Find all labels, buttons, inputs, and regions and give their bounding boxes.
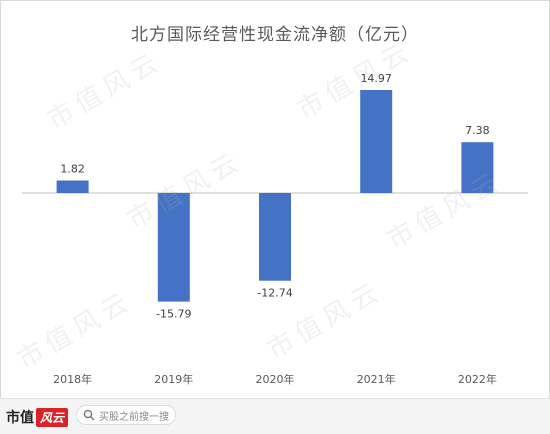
- category-label-2022年: 2022年: [458, 372, 497, 386]
- value-label-2020年: -12.74: [257, 287, 292, 300]
- category-label-2019年: 2019年: [154, 372, 193, 386]
- category-label-2021年: 2021年: [357, 372, 396, 386]
- value-label-2018年: 1.82: [60, 163, 85, 176]
- brand-logo[interactable]: 市值 风云: [6, 407, 69, 427]
- value-label-2019年: -15.79: [156, 308, 191, 321]
- bar-2020年: [259, 193, 291, 281]
- bar-2019年: [157, 193, 190, 302]
- brand-text: 市值: [6, 410, 34, 426]
- category-label-2018年: 2018年: [53, 372, 92, 386]
- brand-badge: 风云: [36, 407, 69, 427]
- bars-group: [56, 90, 494, 302]
- value-label-2021年: 14.97: [360, 72, 392, 85]
- bar-2022年: [461, 142, 494, 193]
- value-label-2022年: 7.38: [465, 124, 490, 137]
- value-labels-group: 1.82 -15.79 -12.74 14.97 7.38: [60, 72, 489, 321]
- bar-2018年: [56, 180, 89, 193]
- category-label-2020年: 2020年: [256, 372, 295, 386]
- category-labels-group: 2018年 2019年 2020年 2021年 2022年: [53, 372, 497, 386]
- search-placeholder: 买股之前搜一搜: [99, 411, 169, 423]
- bar-chart: 1.82 -15.79 -12.74 14.97 7.38 2018年 2019年 2020…: [22, 72, 528, 386]
- search-icon: [83, 409, 95, 421]
- chart-title: 北方国际经营性现金流净额（亿元）: [131, 25, 419, 45]
- bar-2021年: [360, 90, 393, 193]
- search-input[interactable]: 买股之前搜一搜: [76, 405, 176, 425]
- footer-bar: 市值 风云 买股之前搜一搜: [0, 398, 550, 434]
